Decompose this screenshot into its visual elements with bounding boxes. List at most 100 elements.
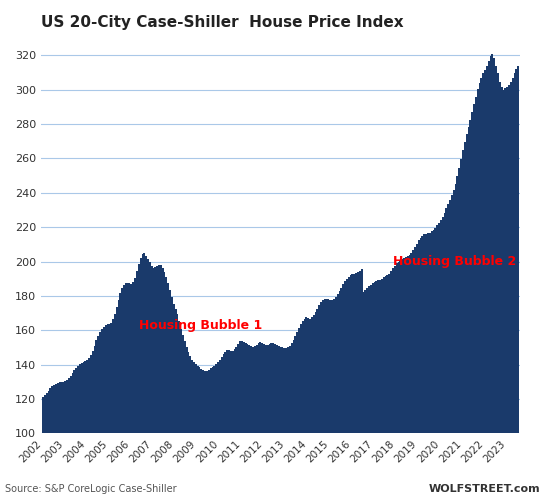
Bar	[466, 134, 467, 434]
Bar	[370, 285, 372, 434]
Bar	[261, 343, 263, 434]
Bar	[436, 225, 438, 434]
Bar	[477, 89, 479, 434]
Bar	[164, 272, 165, 434]
Bar	[392, 268, 394, 434]
Bar	[339, 291, 341, 434]
Bar	[105, 325, 106, 434]
Bar	[77, 366, 79, 434]
Bar	[169, 290, 171, 434]
Bar	[497, 73, 499, 434]
Bar	[238, 344, 239, 434]
Bar	[117, 300, 120, 434]
Bar	[191, 360, 193, 434]
Bar	[123, 285, 125, 434]
Bar	[517, 66, 519, 434]
Bar	[314, 312, 317, 434]
Bar	[416, 244, 418, 434]
Bar	[309, 319, 311, 434]
Bar	[307, 318, 309, 434]
Bar	[456, 177, 458, 434]
Bar	[144, 253, 145, 434]
Bar	[443, 213, 446, 434]
Bar	[269, 344, 270, 434]
Bar	[256, 345, 258, 434]
Bar	[55, 384, 57, 434]
Bar	[160, 265, 162, 434]
Bar	[333, 299, 335, 434]
Bar	[66, 380, 68, 434]
Bar	[162, 267, 164, 434]
Bar	[508, 85, 510, 434]
Bar	[72, 373, 73, 434]
Bar	[394, 266, 396, 434]
Bar	[296, 332, 298, 434]
Bar	[49, 388, 51, 434]
Bar	[210, 368, 211, 434]
Bar	[363, 291, 364, 434]
Bar	[479, 83, 480, 434]
Bar	[250, 346, 252, 434]
Bar	[103, 327, 105, 434]
Bar	[423, 235, 425, 434]
Bar	[396, 263, 397, 434]
Bar	[46, 393, 48, 434]
Bar	[223, 354, 224, 434]
Bar	[132, 282, 134, 434]
Bar	[376, 281, 377, 434]
Bar	[341, 288, 342, 434]
Bar	[99, 332, 101, 434]
Bar	[44, 395, 46, 434]
Bar	[121, 288, 123, 434]
Bar	[411, 253, 412, 434]
Bar	[221, 357, 223, 434]
Bar	[68, 378, 70, 434]
Bar	[241, 341, 243, 434]
Bar	[184, 341, 186, 434]
Bar	[412, 250, 414, 434]
Bar	[473, 104, 475, 434]
Bar	[505, 88, 506, 434]
Bar	[501, 87, 502, 434]
Bar	[366, 288, 368, 434]
Bar	[298, 328, 300, 434]
Bar	[274, 344, 276, 434]
Bar	[86, 360, 88, 434]
Bar	[173, 304, 175, 434]
Bar	[246, 344, 248, 434]
Bar	[182, 335, 184, 434]
Bar	[304, 319, 305, 434]
Bar	[167, 283, 169, 434]
Bar	[270, 343, 272, 434]
Bar	[470, 120, 471, 434]
Bar	[475, 96, 477, 434]
Bar	[152, 267, 155, 434]
Bar	[499, 82, 501, 434]
Bar	[206, 371, 208, 434]
Bar	[110, 322, 112, 434]
Bar	[352, 274, 353, 434]
Bar	[282, 347, 283, 434]
Bar	[486, 66, 488, 434]
Bar	[228, 350, 230, 434]
Bar	[490, 56, 491, 434]
Bar	[311, 317, 313, 434]
Bar	[442, 217, 443, 434]
Bar	[305, 317, 307, 434]
Bar	[136, 271, 138, 434]
Bar	[280, 347, 282, 434]
Bar	[79, 364, 81, 434]
Bar	[165, 277, 167, 434]
Bar	[232, 351, 234, 434]
Bar	[432, 230, 435, 434]
Bar	[364, 290, 366, 434]
Bar	[512, 78, 514, 434]
Bar	[239, 341, 241, 434]
Bar	[158, 265, 160, 434]
Bar	[467, 127, 470, 434]
Bar	[431, 232, 432, 434]
Bar	[361, 269, 363, 434]
Bar	[506, 87, 508, 434]
Bar	[189, 356, 191, 434]
Bar	[259, 342, 261, 434]
